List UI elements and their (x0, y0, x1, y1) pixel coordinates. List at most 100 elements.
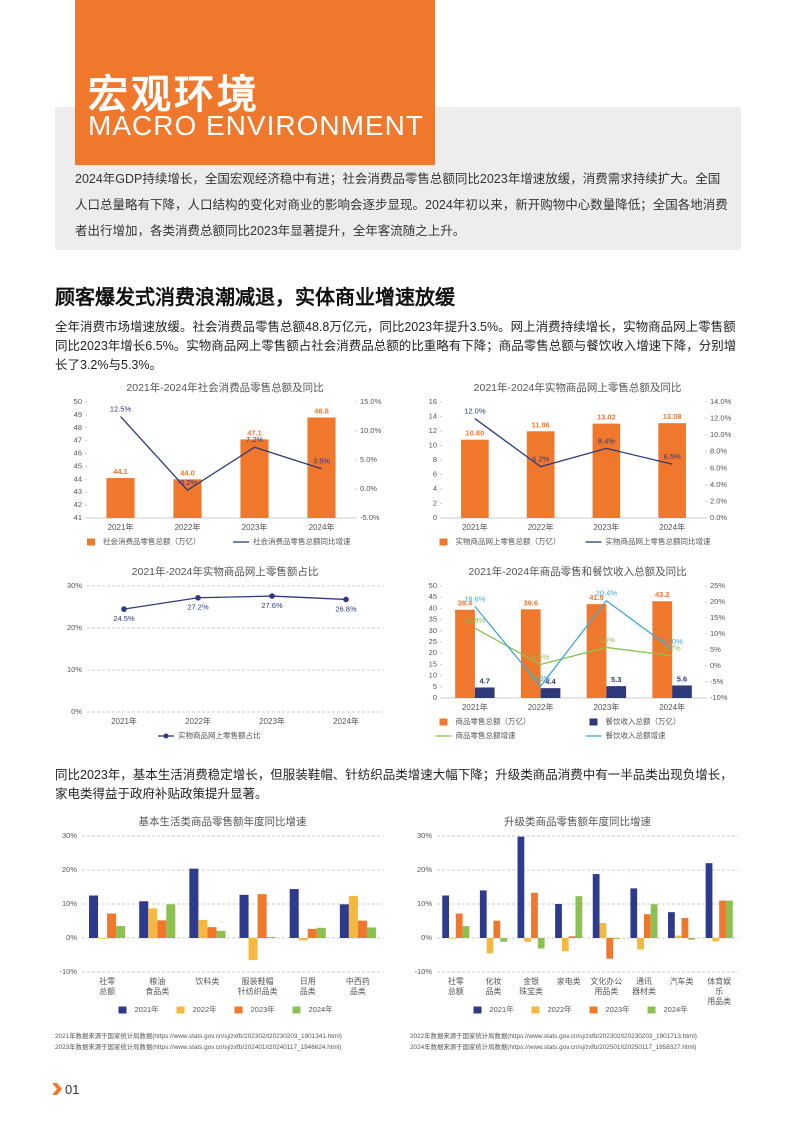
bar (613, 938, 620, 940)
legend-label: 2022年 (548, 1004, 573, 1014)
y-tick-label: 48 (74, 423, 82, 432)
legend-label: 商品零售总额（万亿） (456, 716, 531, 726)
x-tick-label: 服装鞋帽 针纺织品类 (237, 977, 278, 996)
y-tick-label: 30% (62, 831, 77, 840)
bar (248, 938, 258, 961)
x-tick-label: 社零 总额 (99, 977, 116, 996)
legend-label: 2021年 (490, 1004, 515, 1014)
section-heading: 顾客爆发式消费浪潮减退，实体商业增速放缓 (55, 287, 455, 309)
bar (526, 431, 555, 518)
bar (189, 868, 199, 938)
legend-label: 餐饮收入总额增速 (606, 730, 666, 740)
y2-tick-label: -5% (710, 677, 724, 686)
x-tick-label: 通讯 器材类 (631, 977, 656, 996)
bar (652, 601, 673, 698)
chart-title: 基本生活类商品零售额年度同比增速 (139, 815, 307, 828)
value-label: 43.2 (655, 590, 670, 599)
title-block (75, 0, 435, 165)
bar (592, 423, 621, 518)
x-tick-label: 饮料类 (195, 977, 220, 986)
y2-tick-label: 25% (710, 581, 725, 590)
line (120, 416, 322, 492)
bar (289, 889, 299, 938)
bar (586, 604, 607, 698)
value-label: -6.3% (531, 674, 551, 683)
y-tick-label: 14 (429, 411, 437, 420)
bar (455, 913, 463, 938)
legend-swatch (589, 718, 598, 726)
y2-tick-label: 10% (710, 629, 725, 638)
bar (520, 609, 541, 698)
value-label: 0.5% (532, 652, 549, 661)
x-tick-label: 2021年 (107, 523, 134, 532)
x-tick-label: 2024年 (308, 523, 335, 532)
bar (681, 917, 689, 938)
y-tick-label: 20% (62, 865, 77, 874)
y-tick-label: 47 (74, 436, 82, 445)
bar (116, 926, 126, 938)
chart: 2021年-2024年实物商品网上零售总额及同比 0 2 4 6 8 10 12 14 16 0.0… (410, 378, 745, 556)
value-label: 12.5% (110, 404, 132, 413)
value-label: 12.0% (464, 407, 486, 416)
bar (537, 938, 545, 949)
y-tick-label: 10% (417, 899, 432, 908)
value-label: 27.2% (187, 603, 209, 612)
y-tick-label: 30 (429, 626, 437, 635)
y-tick-label: 6 (433, 469, 437, 478)
y2-tick-label: 15.0% (360, 397, 382, 406)
bar (139, 901, 149, 938)
bar (500, 938, 507, 942)
bar (493, 920, 501, 938)
bar (650, 904, 658, 938)
value-label: 4.7 (480, 676, 490, 685)
bar (98, 938, 108, 939)
legend-swatch (473, 1006, 482, 1014)
bar (266, 936, 276, 938)
bar (339, 904, 349, 938)
value-label: 48.8 (314, 406, 329, 415)
value-label: 44.1 (113, 467, 128, 476)
value-label: 27.6% (261, 601, 283, 610)
x-tick-label: 2023年 (241, 523, 268, 532)
bar (517, 836, 525, 938)
x-tick-label: 2023年 (593, 703, 620, 712)
y-tick-label: 49 (74, 410, 82, 419)
x-tick-label: 汽车类 (669, 977, 694, 986)
value-label: 13.02 (597, 413, 616, 422)
y2-tick-label: 20% (710, 597, 725, 606)
x-tick-label: 2022年 (174, 523, 201, 532)
bar (148, 908, 158, 938)
value-label: 7.2% (246, 435, 263, 444)
value-label: 18.6% (464, 594, 486, 603)
legend-swatch (292, 1006, 301, 1014)
x-tick-label: 2021年 (111, 717, 137, 726)
y2-tick-label: 5.0% (360, 455, 377, 464)
y-tick-label: 45 (74, 461, 82, 470)
chart-svg: 2021年-2024年商品零售和餐饮收入总额及同比 0 5 10 15 20 25 30 35 4… (429, 565, 728, 740)
y-tick-label: -10% (59, 967, 77, 976)
chart-title: 2021年-2024年实物商品网上零售总额及同比 (474, 381, 682, 394)
legend-label: 商品零售总额增速 (456, 730, 516, 740)
chart-title: 2021年-2024年实物商品网上零售额占比 (132, 565, 319, 578)
y2-tick-label: 5% (710, 645, 721, 654)
bar (106, 478, 135, 518)
y-tick-label: 10 (429, 671, 437, 680)
bar (461, 439, 489, 518)
x-tick-label: 2023年 (259, 717, 285, 726)
bar (216, 930, 226, 938)
x-tick-label: 体育娱乐 用品类 (707, 977, 732, 1006)
chart-svg: 基本生活类商品零售额年度同比增速 -10% 0% 10% 20% 30% 2021年 2022… (59, 815, 383, 1014)
legend-swatch (234, 1006, 243, 1014)
y2-tick-label: 15% (710, 613, 725, 622)
y-tick-label: 50 (429, 581, 437, 590)
legend-label: 实物商品网上零售额占比 (178, 730, 261, 740)
y-tick-label: 41 (74, 513, 82, 522)
bar (719, 900, 726, 938)
line (474, 599, 673, 688)
legend-swatch (531, 1006, 540, 1014)
legend-label: 餐饮收入总额（万亿） (606, 716, 681, 726)
bar (366, 927, 376, 938)
x-tick-label: 日用 品类 (299, 977, 316, 996)
bar (658, 423, 686, 518)
value-label: 3.5% (313, 457, 330, 466)
